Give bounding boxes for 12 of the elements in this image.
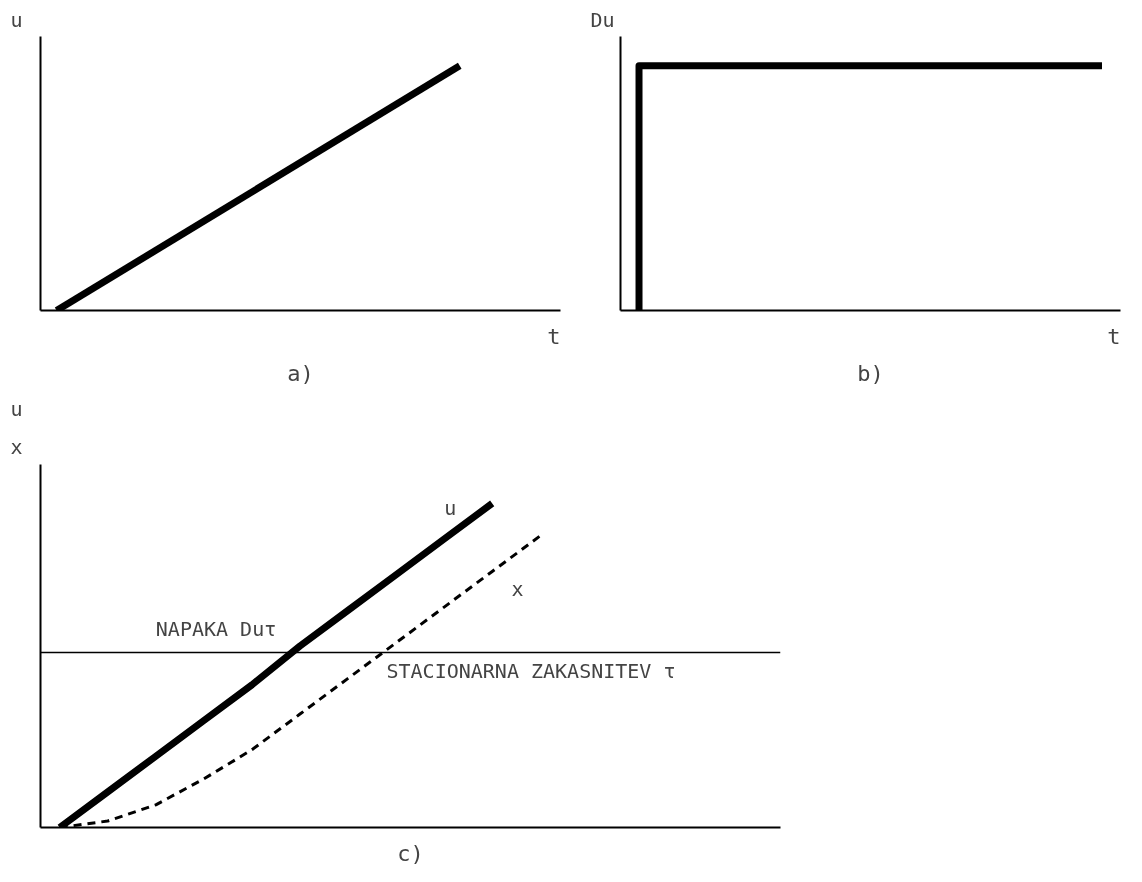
series-label: x: [511, 576, 524, 601]
x-axis-title: t: [547, 323, 561, 349]
series-label: u: [444, 495, 457, 520]
y-axis-title: Du: [590, 7, 615, 32]
annotation: NAPAKA Duτ: [155, 617, 277, 642]
text: a): [287, 360, 314, 386]
text: b): [857, 360, 884, 386]
y-axis-title: u: [10, 7, 23, 32]
ref-line-label: STACIONARNA ZAKASNITEV τ: [386, 658, 676, 683]
x-axis-title: t: [1107, 323, 1121, 349]
text: c): [397, 840, 424, 866]
y-axis-title: u x: [10, 397, 23, 460]
